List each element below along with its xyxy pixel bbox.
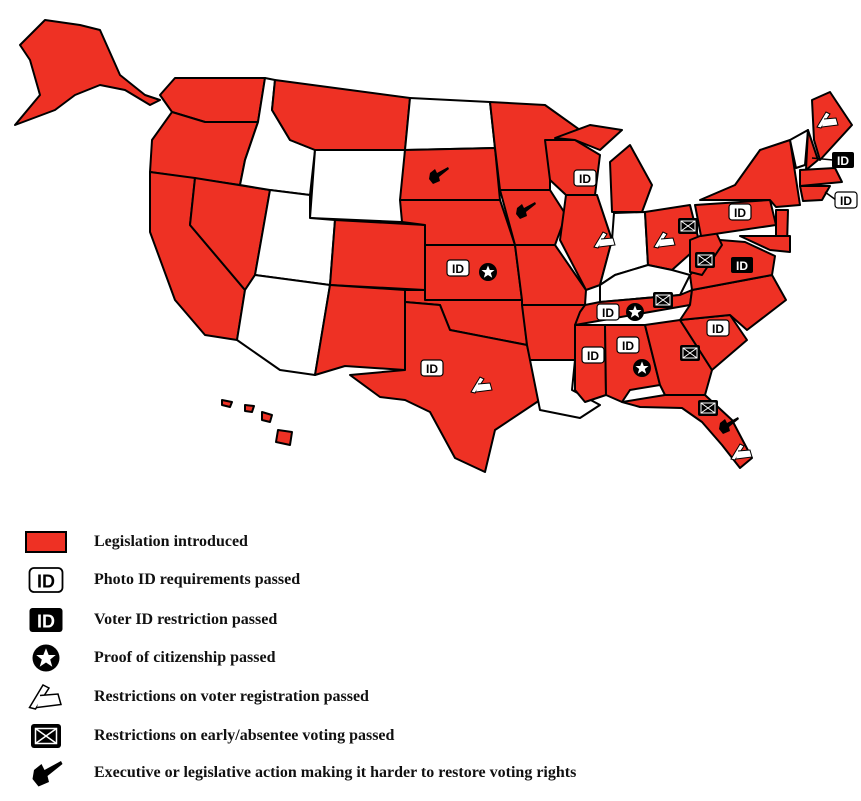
legend-item-introduced: Legislation introduced: [20, 527, 248, 557]
gavel-icon: [32, 761, 63, 787]
absentee-icon: [694, 251, 716, 269]
state-tx: [349, 301, 541, 473]
photo-id-icon: [581, 346, 605, 364]
callout-line: [824, 191, 837, 201]
citizenship-icon: [32, 644, 60, 672]
state-hi: [221, 399, 233, 408]
voter-id-icon: [731, 257, 753, 273]
legend-item-absentee: Restrictions on early/absentee voting pa…: [20, 721, 394, 751]
state-ma: [799, 167, 843, 187]
state-ks: [424, 244, 523, 301]
callout-line: [811, 157, 834, 161]
photo-id-icon: [706, 319, 730, 337]
citizenship-icon: [479, 263, 497, 281]
photo-id-icon: [728, 203, 752, 221]
state-nh: [805, 129, 819, 171]
state-az: [236, 274, 331, 376]
voter-id-icon: [29, 608, 63, 632]
photo-id-icon: [596, 303, 620, 321]
absentee-icon: [677, 217, 699, 235]
citizenship-icon: [633, 359, 651, 377]
absentee-icon: [697, 399, 719, 417]
state-ak: [14, 19, 161, 126]
absentee-icon: [652, 291, 674, 309]
state-wy: [309, 149, 406, 223]
legend-label: Proof of citizenship passed: [94, 649, 276, 666]
legend-label: Photo ID requirements passed: [94, 571, 301, 588]
state-mi: [609, 144, 653, 213]
absentee-icon: [679, 344, 701, 362]
state-wi: [544, 139, 601, 196]
registration-icon: [28, 684, 62, 710]
state-ct: [799, 185, 831, 202]
photo-id-icon: [573, 169, 597, 187]
state-co: [329, 219, 426, 291]
legend-label: Voter ID restriction passed: [94, 611, 278, 628]
absentee-icon: [30, 723, 62, 749]
photo-id-icon: [420, 359, 444, 377]
legend-item-registration: Restrictions on voter registration passe…: [20, 682, 369, 712]
photo-id-icon: [28, 567, 64, 593]
voter-id-icon: [832, 152, 854, 168]
citizenship-icon: [626, 303, 644, 321]
introduced-icon: [25, 531, 67, 553]
state-mi: [554, 124, 623, 151]
legend-label: Restrictions on early/absentee voting pa…: [94, 727, 395, 744]
us-map: ID ID: [14, 19, 858, 473]
state-hi: [261, 411, 273, 423]
state-hi: [244, 404, 255, 413]
state-mt: [271, 79, 411, 151]
state-sd: [399, 147, 501, 201]
state-nm: [314, 284, 406, 376]
photo-id-icon: [834, 191, 858, 209]
legend-label: Restrictions on voter registration passe…: [94, 688, 369, 705]
state-md: [739, 235, 791, 253]
legend-item-photo-id: Photo ID requirements passed: [20, 565, 300, 595]
state-nd: [404, 97, 496, 151]
legend-label: Legislation introduced: [94, 533, 248, 550]
legend-label: Executive or legislative action making i…: [94, 764, 577, 781]
photo-id-icon: [616, 336, 640, 354]
state-vt: [789, 129, 809, 169]
state-hi: [275, 429, 293, 446]
legend-item-citizenship: Proof of citizenship passed: [20, 643, 275, 673]
state-fl: [621, 394, 753, 469]
legend-item-voter-id: Voter ID restriction passed: [20, 605, 277, 635]
state-ny: [699, 139, 801, 208]
photo-id-icon: [446, 259, 470, 277]
legend-item-gavel: Executive or legislative action making i…: [20, 758, 576, 788]
